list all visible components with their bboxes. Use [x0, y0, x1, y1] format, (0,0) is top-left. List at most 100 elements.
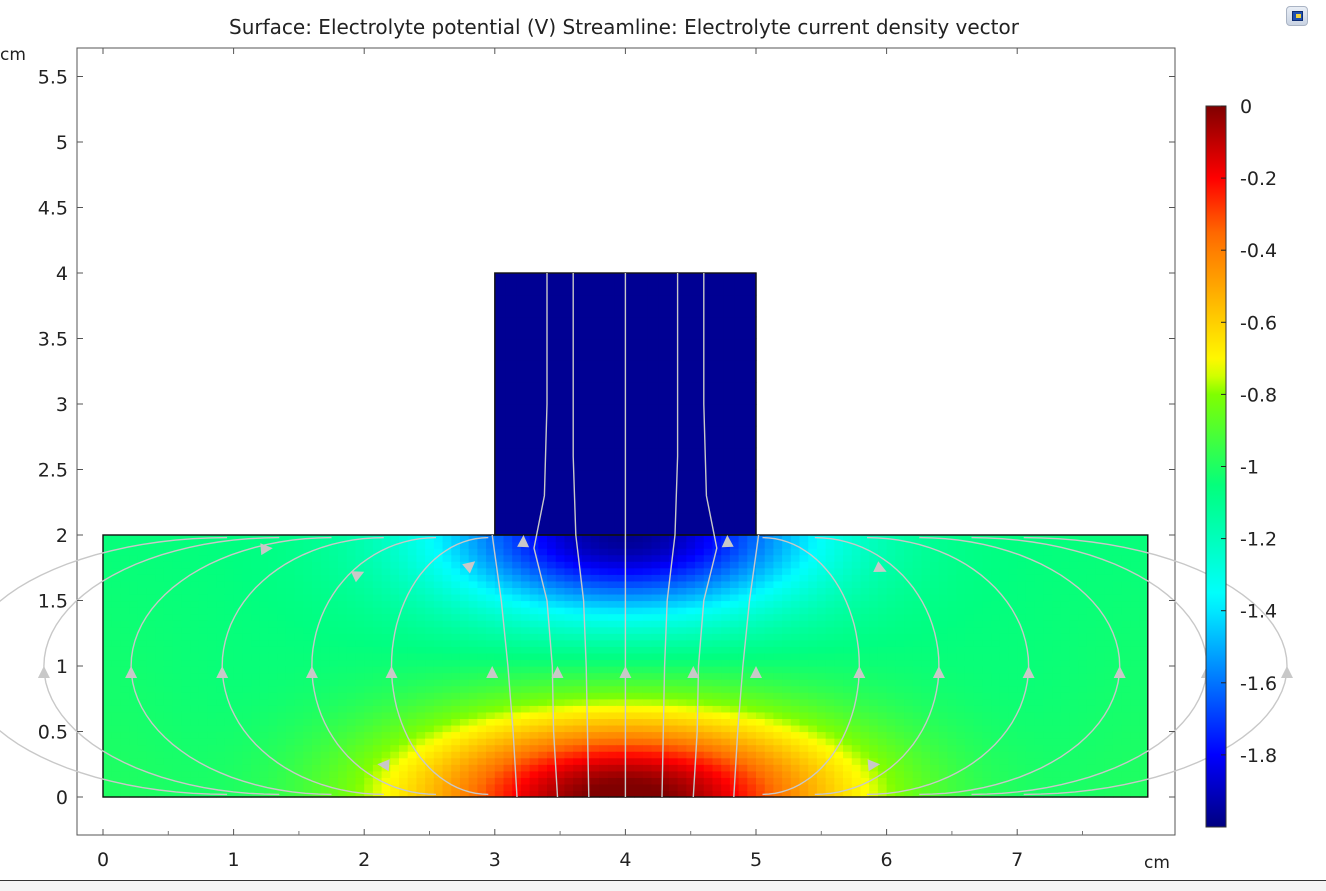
field-cell [747, 653, 756, 660]
field-cell [103, 699, 112, 706]
field-cell [739, 758, 748, 765]
field-cell [538, 382, 549, 404]
field-cell [634, 712, 643, 719]
field-cell [321, 555, 330, 562]
field-cell [120, 712, 129, 719]
field-cell [234, 699, 243, 706]
field-cell [1035, 699, 1044, 706]
field-cell [625, 561, 634, 568]
field-cell [416, 692, 425, 699]
field-cell [817, 712, 826, 719]
field-cell [1139, 758, 1148, 765]
field-cell [373, 732, 382, 739]
field-cell [303, 594, 312, 601]
field-cell [504, 718, 513, 725]
field-cell [791, 633, 800, 640]
field-cell [678, 751, 687, 758]
field-cell [765, 555, 774, 562]
field-cell [791, 548, 800, 555]
field-cell [364, 718, 373, 725]
field-cell [1139, 659, 1148, 666]
field-cell [756, 633, 765, 640]
field-cell [608, 601, 617, 608]
field-cell [808, 659, 817, 666]
field-cell [469, 725, 478, 732]
field-cell [355, 542, 364, 549]
field-cell [382, 555, 391, 562]
field-cell [887, 555, 896, 562]
field-cell [355, 692, 364, 699]
field-cell [1026, 777, 1035, 784]
field-cell [982, 666, 991, 673]
field-cell [1052, 666, 1061, 673]
field-cell [460, 633, 469, 640]
field-cell [190, 633, 199, 640]
field-cell [1061, 561, 1070, 568]
field-cell [800, 745, 809, 752]
field-cell [1078, 705, 1087, 712]
field-cell [303, 646, 312, 653]
field-cell [878, 725, 887, 732]
field-cell [103, 745, 112, 752]
field-cell [747, 705, 756, 712]
field-cell [599, 601, 608, 608]
field-cell [974, 535, 983, 542]
field-cell [895, 751, 904, 758]
field-cell [443, 758, 452, 765]
field-cell [652, 568, 661, 575]
field-cell [773, 679, 782, 686]
field-cell [791, 718, 800, 725]
field-cell [1035, 666, 1044, 673]
field-cell [1096, 692, 1105, 699]
field-cell [921, 692, 930, 699]
field-cell [556, 581, 565, 588]
field-cell [477, 614, 486, 621]
field-cell [527, 382, 538, 404]
field-cell [739, 712, 748, 719]
field-cell [207, 633, 216, 640]
field-cell [521, 764, 530, 771]
field-cell [643, 705, 652, 712]
field-cell [843, 679, 852, 686]
field-cell [991, 751, 1000, 758]
field-cell [312, 555, 321, 562]
field-cell [382, 568, 391, 575]
field-cell [120, 548, 129, 555]
field-cell [956, 751, 965, 758]
field-cell [425, 718, 434, 725]
field-cell [1052, 718, 1061, 725]
field-cell [1096, 535, 1105, 542]
field-cell [1096, 777, 1105, 784]
field-cell [1078, 771, 1087, 778]
field-cell [277, 751, 286, 758]
field-cell [1052, 686, 1061, 693]
field-cell [721, 653, 730, 660]
field-cell [477, 561, 486, 568]
field-cell [560, 360, 571, 382]
field-cell [477, 659, 486, 666]
field-cell [573, 718, 582, 725]
field-cell [1043, 620, 1052, 627]
field-cell [974, 620, 983, 627]
field-cell [425, 587, 434, 594]
field-cell [1130, 633, 1139, 640]
field-cell [495, 699, 504, 706]
field-cell [277, 607, 286, 614]
field-cell [965, 633, 974, 640]
field-cell [382, 587, 391, 594]
field-cell [939, 568, 948, 575]
field-cell [1017, 784, 1026, 791]
field-cell [321, 653, 330, 660]
field-cell [120, 699, 129, 706]
field-cell [1122, 764, 1131, 771]
field-cell [329, 764, 338, 771]
field-cell [817, 666, 826, 673]
field-cell [678, 627, 687, 634]
field-cell [1035, 594, 1044, 601]
field-cell [913, 745, 922, 752]
field-cell [1104, 594, 1113, 601]
field-cell [878, 646, 887, 653]
field-cell [948, 614, 957, 621]
field-cell [625, 758, 634, 765]
field-cell [434, 758, 443, 765]
